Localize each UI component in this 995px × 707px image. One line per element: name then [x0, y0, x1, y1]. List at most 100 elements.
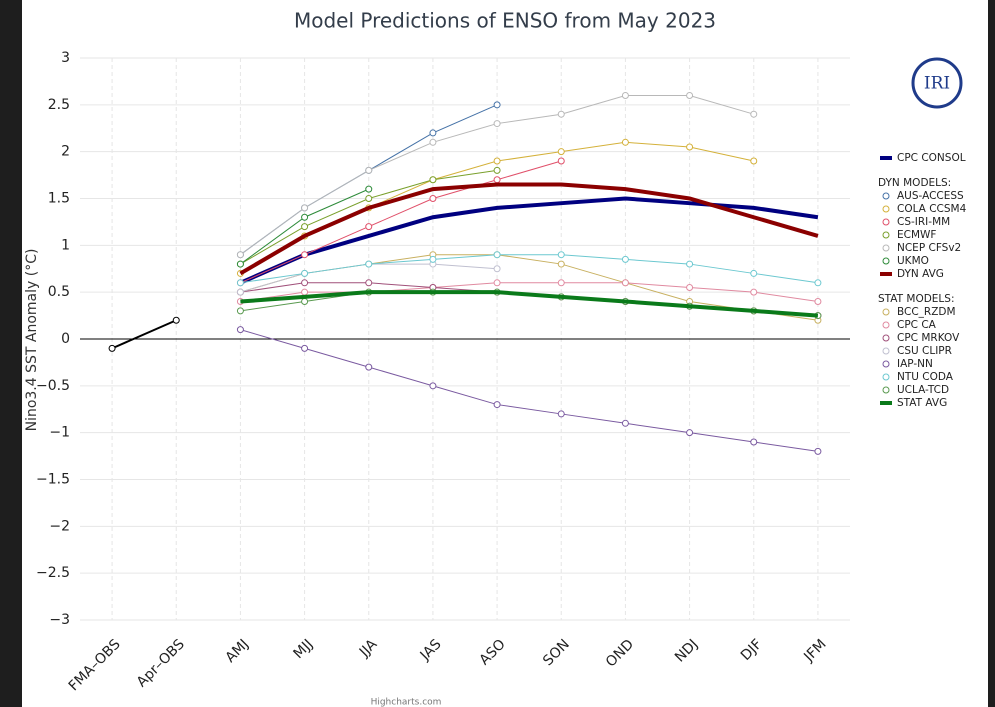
legend-swatch — [883, 387, 889, 393]
point — [751, 289, 757, 295]
point — [302, 252, 308, 258]
point — [494, 121, 500, 127]
point — [366, 196, 372, 202]
y-tick-label: 0.5 — [48, 284, 70, 300]
point — [494, 177, 500, 183]
legend-label[interactable]: CPC CA — [897, 319, 937, 331]
point — [494, 280, 500, 286]
point — [558, 280, 564, 286]
legend-heading: DYN MODELS: — [878, 177, 951, 189]
point — [622, 280, 628, 286]
legend-label[interactable]: BCC_RZDM — [897, 306, 956, 318]
legend-label[interactable]: CSU CLIPR — [897, 345, 952, 357]
point — [815, 299, 821, 305]
legend-label[interactable]: AUS-ACCESS — [897, 190, 964, 202]
point — [366, 224, 372, 230]
legend-label[interactable]: CS-IRI-MM — [897, 216, 950, 228]
point — [558, 158, 564, 164]
point — [302, 205, 308, 211]
point — [173, 317, 179, 323]
point — [494, 402, 500, 408]
point — [302, 280, 308, 286]
y-tick-label: 2.5 — [48, 97, 70, 113]
y-tick-label: −3 — [49, 612, 70, 628]
point — [237, 252, 243, 258]
chart: Model Predictions of ENSO from May 2023 … — [0, 0, 995, 707]
point — [687, 430, 693, 436]
legend-swatch — [883, 245, 889, 251]
legend-label[interactable]: CPC CONSOL — [897, 152, 966, 164]
y-tick-label: 1.5 — [48, 191, 70, 207]
chart-title: Model Predictions of ENSO from May 2023 — [294, 9, 716, 33]
point — [430, 196, 436, 202]
point — [430, 256, 436, 262]
legend-label[interactable]: COLA CCSM4 — [897, 203, 967, 215]
point — [751, 270, 757, 276]
legend-swatch — [883, 335, 889, 341]
y-tick-label: −1 — [49, 425, 70, 441]
legend-label[interactable]: IAP-NN — [897, 358, 933, 370]
point — [302, 289, 308, 295]
point — [622, 92, 628, 98]
point — [494, 158, 500, 164]
credit: Highcharts.com — [371, 698, 442, 707]
point — [109, 345, 115, 351]
point — [366, 261, 372, 267]
point — [366, 280, 372, 286]
point — [237, 308, 243, 314]
point — [302, 299, 308, 305]
y-tick-label: 0 — [61, 331, 70, 347]
legend-swatch — [883, 232, 889, 238]
point — [558, 149, 564, 155]
point — [237, 280, 243, 286]
point — [302, 224, 308, 230]
legend-label[interactable]: NTU CODA — [897, 371, 954, 383]
legend-label[interactable]: UKMO — [897, 255, 929, 267]
legend-label[interactable]: STAT AVG — [897, 397, 947, 409]
point — [430, 130, 436, 136]
point — [558, 261, 564, 267]
legend-swatch — [883, 348, 889, 354]
logo-text: IRI — [924, 74, 950, 94]
legend-label[interactable]: UCLA-TCD — [897, 384, 949, 396]
point — [302, 270, 308, 276]
point — [751, 439, 757, 445]
point — [815, 280, 821, 286]
legend-label[interactable]: ECMWF — [897, 229, 936, 241]
legend-label[interactable]: NCEP CFSv2 — [897, 242, 961, 254]
legend-heading: STAT MODELS: — [878, 293, 954, 305]
point — [494, 252, 500, 258]
legend-swatch — [883, 258, 889, 264]
point — [558, 252, 564, 258]
point — [558, 411, 564, 417]
legend-swatch — [883, 374, 889, 380]
point — [622, 420, 628, 426]
point — [366, 186, 372, 192]
y-tick-label: −2.5 — [36, 565, 70, 581]
legend-swatch — [883, 219, 889, 225]
point — [558, 111, 564, 117]
point — [687, 92, 693, 98]
point — [237, 289, 243, 295]
point — [687, 261, 693, 267]
point — [494, 102, 500, 108]
point — [622, 139, 628, 145]
point — [494, 167, 500, 173]
point — [430, 383, 436, 389]
y-tick-label: 1 — [61, 237, 70, 253]
legend-swatch — [883, 361, 889, 367]
point — [430, 177, 436, 183]
point — [366, 167, 372, 173]
y-tick-label: −1.5 — [36, 472, 70, 488]
point — [622, 256, 628, 262]
y-axis-label: Nino3.4 SST Anomaly (°C) — [24, 249, 40, 432]
legend-swatch — [883, 322, 889, 328]
y-tick-label: −2 — [49, 518, 70, 534]
point — [687, 144, 693, 150]
point — [751, 158, 757, 164]
point — [302, 345, 308, 351]
point — [302, 214, 308, 220]
point — [237, 261, 243, 267]
legend-label[interactable]: CPC MRKOV — [897, 332, 960, 344]
legend-label[interactable]: DYN AVG — [897, 268, 944, 280]
